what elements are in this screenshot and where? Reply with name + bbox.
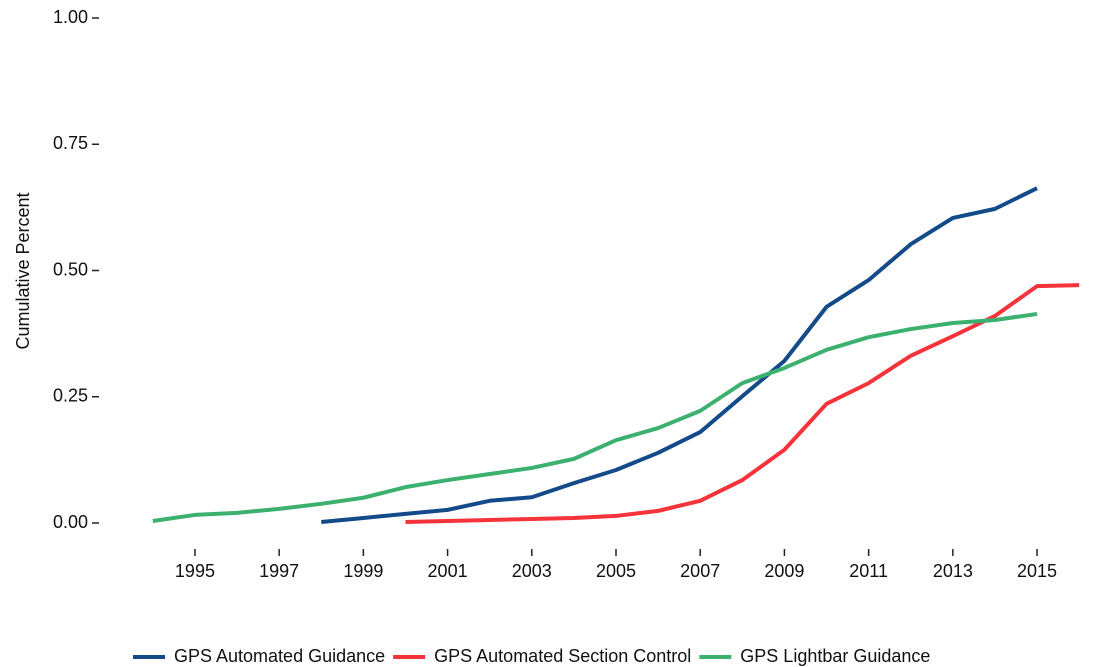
x-tick-label: 1997 bbox=[259, 561, 299, 581]
y-tick-label: 0.00 bbox=[53, 512, 88, 532]
legend-label: GPS Automated Guidance bbox=[174, 646, 385, 666]
x-tick-label: 1999 bbox=[343, 561, 383, 581]
x-tick-label: 2013 bbox=[933, 561, 973, 581]
y-tick-label: 0.75 bbox=[53, 133, 88, 153]
series-line bbox=[321, 186, 1038, 524]
x-tick-label: 1995 bbox=[175, 561, 215, 581]
series-line bbox=[152, 311, 1038, 523]
y-tick-label: 0.50 bbox=[53, 259, 88, 279]
y-tick-label: 1.00 bbox=[53, 7, 88, 27]
x-tick-label: 2007 bbox=[680, 561, 720, 581]
legend-label: GPS Lightbar Guidance bbox=[740, 646, 930, 666]
x-tick-label: 2001 bbox=[428, 561, 468, 581]
x-tick-label: 2009 bbox=[764, 561, 804, 581]
legend-label: GPS Automated Section Control bbox=[434, 646, 691, 666]
x-tick-label: 2011 bbox=[849, 561, 888, 581]
series-line bbox=[405, 283, 1080, 524]
y-tick-label: 0.25 bbox=[53, 386, 88, 406]
x-tick-label: 2005 bbox=[596, 561, 636, 581]
y-axis-title: Cumulative Percent bbox=[13, 192, 33, 349]
x-tick-label: 2003 bbox=[512, 561, 552, 581]
x-tick-label: 2015 bbox=[1017, 561, 1057, 581]
